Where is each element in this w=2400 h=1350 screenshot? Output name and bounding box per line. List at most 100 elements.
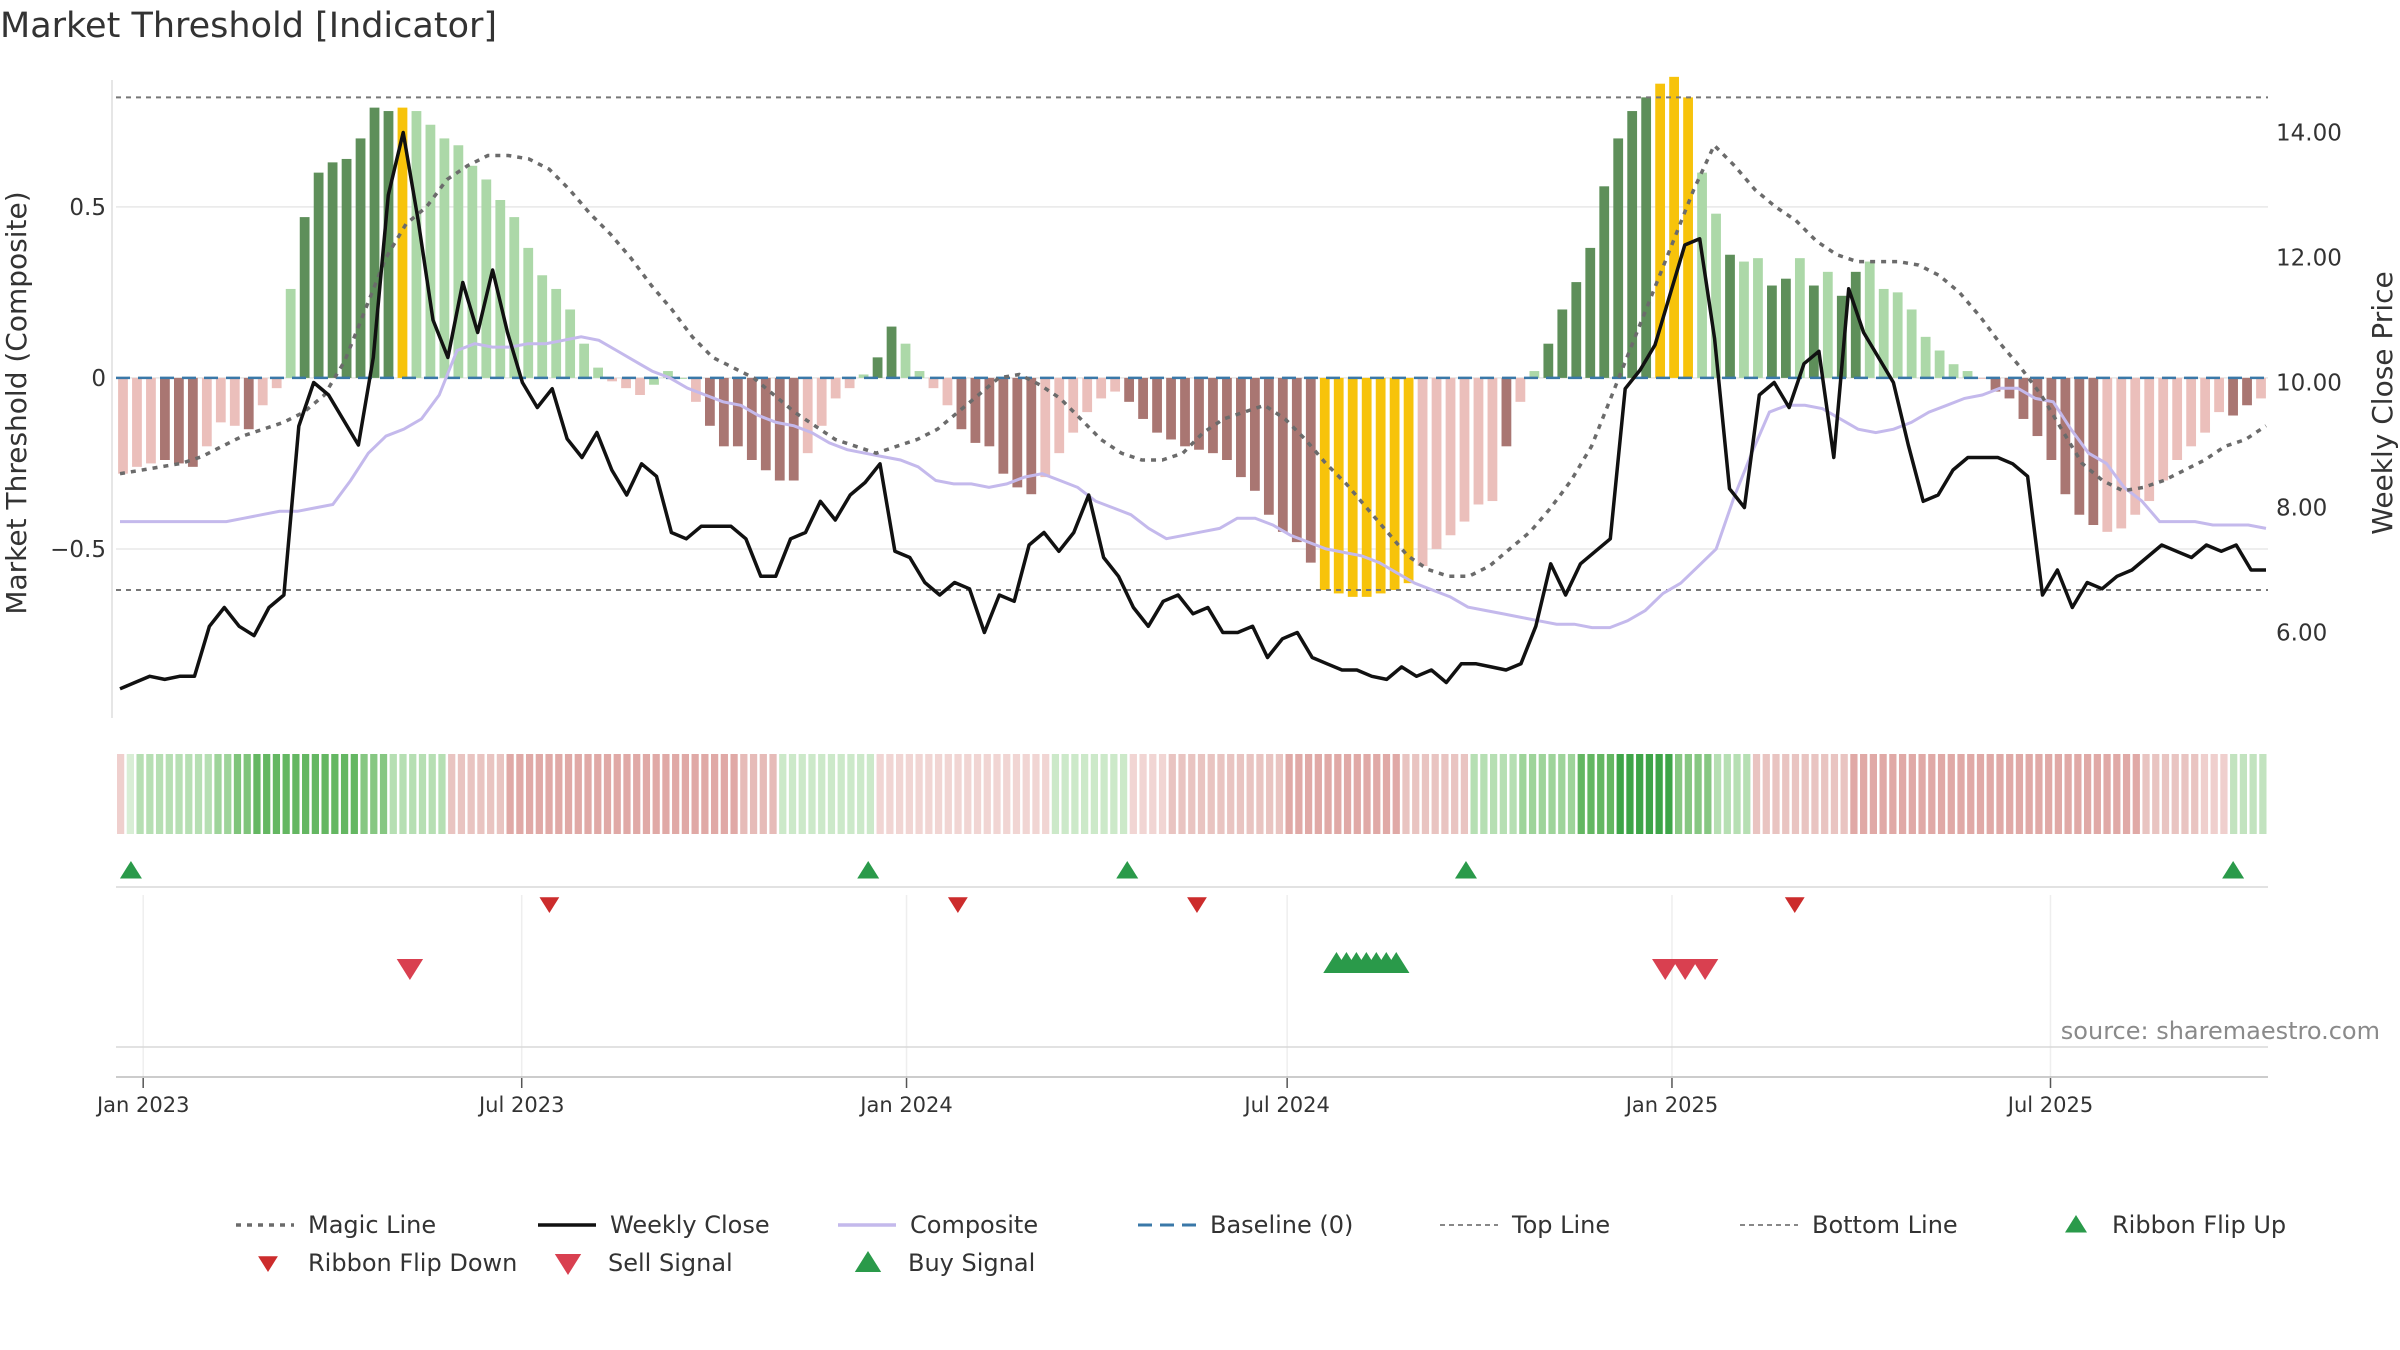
- ribbon-cell: [1918, 754, 1926, 834]
- ribbon-cell: [662, 754, 670, 834]
- composite-bar: [2242, 377, 2252, 406]
- composite-bar: [1934, 350, 1945, 378]
- ribbon-cell: [642, 754, 651, 834]
- ribbon-cell: [1645, 754, 1654, 834]
- composite-bar: [1697, 172, 1707, 378]
- ribbon-flip-down-marker: [947, 897, 968, 913]
- ribbon-cell: [1012, 754, 1021, 834]
- ribbon-cell: [1392, 754, 1400, 834]
- ribbon-cell: [1840, 754, 1848, 834]
- composite-bar: [2088, 377, 2099, 525]
- composite-bar: [1054, 377, 1065, 454]
- composite-bar: [635, 377, 645, 395]
- ribbon-cell: [1791, 754, 1800, 834]
- ribbon-cell: [1704, 754, 1712, 834]
- ribbon-cell: [925, 754, 933, 834]
- ribbon-cell: [516, 754, 524, 834]
- ribbon-cell: [691, 754, 699, 834]
- composite-bar: [1990, 377, 2001, 392]
- legend-item-sell_signal: Sell Signal: [608, 1249, 733, 1277]
- ribbon-cell: [487, 754, 495, 834]
- composite-bar: [1263, 377, 1274, 515]
- ribbon-cell: [896, 754, 904, 834]
- right-tick-label: 6.00: [2276, 621, 2327, 647]
- composite-bar: [1906, 309, 1917, 378]
- ribbon-cell: [1528, 754, 1537, 834]
- composite-bar: [1669, 76, 1679, 378]
- composite-bar: [1389, 377, 1400, 590]
- composite-bar: [802, 377, 813, 454]
- ribbon-cell: [1451, 754, 1459, 834]
- composite-bar: [1124, 377, 1135, 402]
- ribbon-cell: [263, 754, 271, 834]
- ribbon-cell: [2142, 754, 2150, 834]
- right-tick-label: 14.00: [2276, 121, 2342, 147]
- ribbon-cell: [1957, 754, 1965, 834]
- composite-bar: [2186, 377, 2197, 447]
- ribbon-cell: [2230, 754, 2238, 834]
- ribbon-cell: [1431, 754, 1439, 834]
- composite-bar: [243, 377, 254, 430]
- legend-item-magic: Magic Line: [236, 1211, 436, 1239]
- legend-swatch: [554, 1254, 582, 1275]
- composite-bar: [2172, 377, 2183, 460]
- composite-bar: [1445, 377, 1456, 536]
- ribbon-cell: [730, 754, 738, 834]
- legend-label: Magic Line: [308, 1211, 436, 1239]
- composite-bar: [1976, 377, 1987, 379]
- ribbon-cell: [633, 754, 641, 834]
- ribbon-cell: [1304, 754, 1313, 834]
- ribbon-cell: [1042, 754, 1050, 834]
- composite-bar: [1571, 282, 1582, 378]
- ribbon-cell: [1986, 754, 1994, 834]
- legend-swatch: [258, 1256, 278, 1272]
- composite-bar: [523, 247, 534, 378]
- composite-bar: [2200, 377, 2211, 433]
- ribbon-cell: [243, 754, 251, 834]
- ribbon-cell: [2239, 754, 2248, 834]
- composite-bar: [1641, 97, 1652, 378]
- ribbon-cell: [1373, 754, 1381, 834]
- legend-item-ribbon_flip_down: Ribbon Flip Down: [308, 1249, 517, 1277]
- ribbon-cell: [1898, 754, 1907, 834]
- ribbon-cell: [379, 754, 388, 834]
- ribbon-cell: [1821, 754, 1829, 834]
- ribbon-cell: [983, 754, 991, 834]
- composite-bar: [355, 138, 366, 378]
- legend-swatch: [854, 1251, 882, 1272]
- ribbon-cell: [350, 754, 358, 834]
- ribbon-cell: [253, 754, 261, 834]
- composite-bar: [187, 377, 198, 467]
- composite-bar: [1208, 377, 1218, 454]
- composite-bar: [1948, 364, 1959, 378]
- ribbon-cell: [1509, 754, 1517, 834]
- left-axis-label: Market Threshold (Composite): [0, 191, 33, 614]
- right-tick-label: 8.00: [2276, 496, 2327, 522]
- composite-bar: [1403, 377, 1414, 584]
- composite-bar: [663, 371, 673, 378]
- composite-bar: [201, 377, 212, 447]
- ribbon-cell: [1860, 754, 1868, 834]
- ribbon-cell: [1412, 754, 1420, 834]
- composite-bar: [1375, 377, 1386, 594]
- composite-bar: [1878, 288, 1889, 378]
- ribbon-cell: [2006, 754, 2014, 834]
- composite-bar: [1962, 371, 1973, 378]
- ribbon-cell: [1441, 754, 1449, 834]
- ribbon-cell: [720, 754, 728, 834]
- ribbon-flip-down-marker: [1784, 897, 1805, 913]
- ribbon-cell: [2152, 754, 2160, 834]
- ribbon-cell: [175, 754, 183, 834]
- ribbon-cell: [535, 754, 543, 834]
- legend-label: Bottom Line: [1812, 1211, 1958, 1239]
- composite-bar: [928, 377, 939, 389]
- ribbon-cell: [2181, 754, 2189, 834]
- ribbon-cell: [1928, 754, 1936, 834]
- ribbon-cell: [2025, 754, 2033, 834]
- ribbon-cell: [1626, 754, 1634, 834]
- composite-bar: [2256, 377, 2266, 399]
- ribbon-cell: [2200, 754, 2209, 834]
- ribbon-cell: [1295, 754, 1303, 834]
- ribbon-cell: [1090, 754, 1098, 834]
- composite-bar: [1138, 377, 1148, 419]
